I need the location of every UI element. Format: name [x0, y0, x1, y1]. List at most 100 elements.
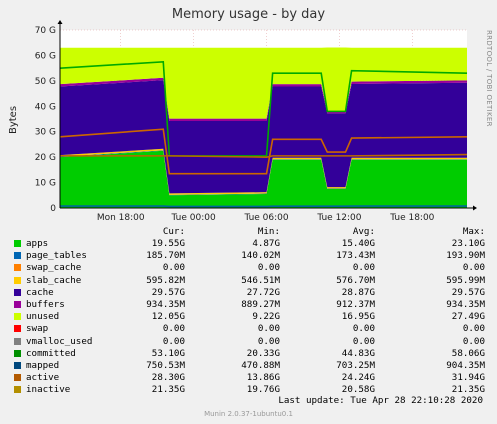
rrdtool-watermark: RRDTOOL / TOBI OETIKER	[485, 30, 493, 127]
legend-avg: 173.43M	[336, 250, 375, 262]
legend-swatch	[14, 240, 21, 247]
y-tick-label: 50 G	[35, 77, 56, 87]
legend-cur: 28.30G	[151, 372, 185, 384]
legend-min: 0.00	[257, 335, 280, 347]
col-avg: Avg:	[352, 226, 375, 237]
legend-name: slab_cache	[26, 274, 82, 286]
legend-cur: 595.82M	[146, 274, 185, 286]
area-buffers	[60, 77, 467, 121]
last-update: Last update: Tue Apr 28 22:10:28 2020	[278, 395, 483, 406]
legend-row-unused: unused 12.05G 9.22G 16.95G 27.49G	[0, 311, 497, 323]
legend-row-cache: cache 29.57G 27.72G 28.87G 29.57G	[0, 287, 497, 299]
legend-max: 58.06G	[451, 347, 485, 359]
x-axis-arrow	[473, 205, 477, 211]
legend-name: swap	[26, 323, 49, 335]
legend-swatch	[14, 337, 21, 345]
legend-swatch	[14, 313, 21, 321]
legend-name: vmalloc_used	[26, 335, 93, 347]
legend-swatch	[14, 374, 21, 382]
legend-row-mapped: mapped 750.53M 470.88M 703.25M 904.35M	[0, 360, 497, 372]
legend-avg: 44.83G	[341, 347, 375, 359]
legend-header: Cur: Min: Avg: Max:	[0, 226, 497, 238]
x-tick-label: Tue 18:00	[389, 213, 434, 223]
area-unused	[60, 47, 467, 119]
legend-min: 546.51M	[241, 274, 280, 286]
legend-min: 140.02M	[241, 250, 280, 262]
legend-max: 29.57G	[451, 286, 485, 298]
legend-name: unused	[26, 311, 60, 323]
legend-row-committed: committed 53.10G 20.33G 44.83G 58.06G	[0, 348, 497, 360]
legend-min: 0.00	[257, 262, 280, 274]
legend-name: page_tables	[26, 250, 87, 262]
y-tick-label: 60 G	[35, 51, 56, 61]
area-cache	[60, 80, 467, 194]
legend-min: 20.33G	[246, 347, 280, 359]
legend-name: mapped	[26, 360, 60, 371]
legend-max: 0.00	[462, 262, 485, 274]
x-tick-label: Mon 18:00	[97, 213, 145, 223]
legend-min: 4.87G	[252, 238, 280, 249]
line-active	[59, 128, 468, 175]
legend-name: swap_cache	[26, 262, 82, 274]
legend-min: 27.72G	[246, 286, 280, 298]
legend-cur: 12.05G	[151, 311, 185, 323]
legend-max: 27.49G	[451, 311, 485, 323]
legend-cur: 53.10G	[151, 347, 185, 359]
y-tick-label: 30 G	[35, 128, 56, 138]
legend-min: 889.27M	[241, 299, 280, 310]
legend-max: 21.35G	[451, 384, 485, 396]
y-tick-label: 70 G	[35, 26, 56, 36]
legend-swatch	[14, 386, 21, 394]
y-tick-label: 20 G	[35, 153, 56, 163]
legend-row-vmalloc_used: vmalloc_used 0.00 0.00 0.00 0.00	[0, 336, 497, 348]
legend-row-slab_cache: slab_cache 595.82M 546.51M 576.70M 595.99M	[0, 275, 497, 287]
legend-cur: 21.35G	[151, 384, 185, 396]
legend-max: 193.90M	[446, 250, 485, 262]
legend-row-inactive: inactive 21.35G 19.76G 20.58G 21.35G	[0, 384, 497, 396]
legend-max: 0.00	[462, 335, 485, 347]
legend-swatch	[14, 288, 21, 296]
legend-cur: 29.57G	[151, 286, 185, 298]
legend-min: 0.00	[257, 323, 280, 335]
stacked-areas	[60, 47, 467, 208]
memory-chart: 0 10 G 20 G 30 G 40 G 50 G 60 G 70 G Mon 18:00 T…	[8, 7, 493, 223]
legend-avg: 16.95G	[341, 311, 375, 323]
legend-max: 31.94G	[451, 372, 485, 384]
x-tick-label: Tue 00:00	[171, 213, 216, 223]
legend-max: 23.10G	[451, 238, 485, 249]
legend-swatch	[14, 301, 21, 308]
legend-avg: 28.87G	[341, 286, 375, 298]
legend-row-apps: apps 19.55G 4.87G 15.40G 23.10G	[0, 238, 497, 250]
legend-swatch	[14, 276, 21, 284]
legend-name: inactive	[26, 384, 71, 396]
legend-swatch	[14, 264, 21, 272]
legend-swatch	[14, 349, 21, 357]
legend-name: apps	[26, 238, 49, 249]
legend-max: 934.35M	[446, 299, 485, 310]
area-slab_cache	[60, 148, 467, 195]
legend-row-page_tables: page_tables 185.70M 140.02M 173.43M 193.90M	[0, 250, 497, 262]
area-apps	[60, 150, 467, 208]
legend-min: 470.88M	[241, 360, 280, 371]
legend-avg: 0.00	[352, 335, 375, 347]
axes	[57, 20, 477, 211]
legend-cur: 19.55G	[151, 238, 185, 249]
legend-cur: 0.00	[162, 323, 185, 335]
legend-max: 0.00	[462, 323, 485, 335]
legend-name: committed	[26, 347, 76, 359]
chart-title: Memory usage - by day	[172, 7, 325, 22]
legend-cur: 185.70M	[146, 250, 185, 262]
legend-min: 19.76G	[246, 384, 280, 396]
legend-cur: 0.00	[162, 335, 185, 347]
legend-cur: 750.53M	[146, 360, 185, 371]
legend-max: 595.99M	[446, 274, 485, 286]
legend-cur: 0.00	[162, 262, 185, 274]
legend-avg: 0.00	[352, 262, 375, 274]
legend-avg: 912.37M	[336, 299, 375, 310]
col-cur: Cur:	[162, 226, 185, 237]
legend-avg: 703.25M	[336, 360, 375, 371]
col-max: Max:	[462, 226, 485, 237]
legend-swatch	[14, 362, 21, 369]
x-tick-label: Tue 12:00	[316, 213, 361, 223]
col-min: Min:	[257, 226, 280, 237]
